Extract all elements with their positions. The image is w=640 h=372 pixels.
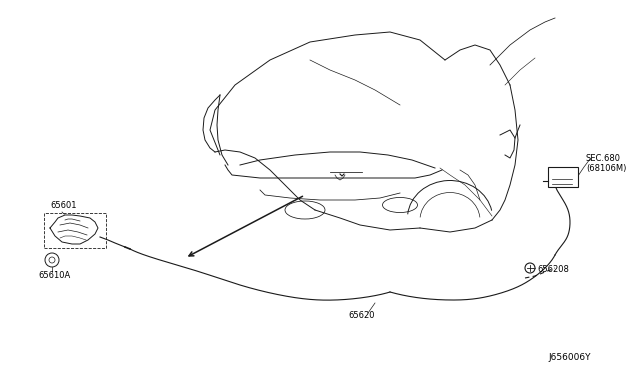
Text: 65620: 65620 [348,311,374,320]
FancyBboxPatch shape [548,167,578,187]
Text: (68106M): (68106M) [586,164,627,173]
Polygon shape [50,215,98,244]
Text: SEC.680: SEC.680 [586,154,621,163]
Text: 65601: 65601 [50,201,77,210]
Text: 65610A: 65610A [38,271,70,280]
Text: J656006Y: J656006Y [548,353,591,362]
Text: 656208: 656208 [537,265,569,274]
